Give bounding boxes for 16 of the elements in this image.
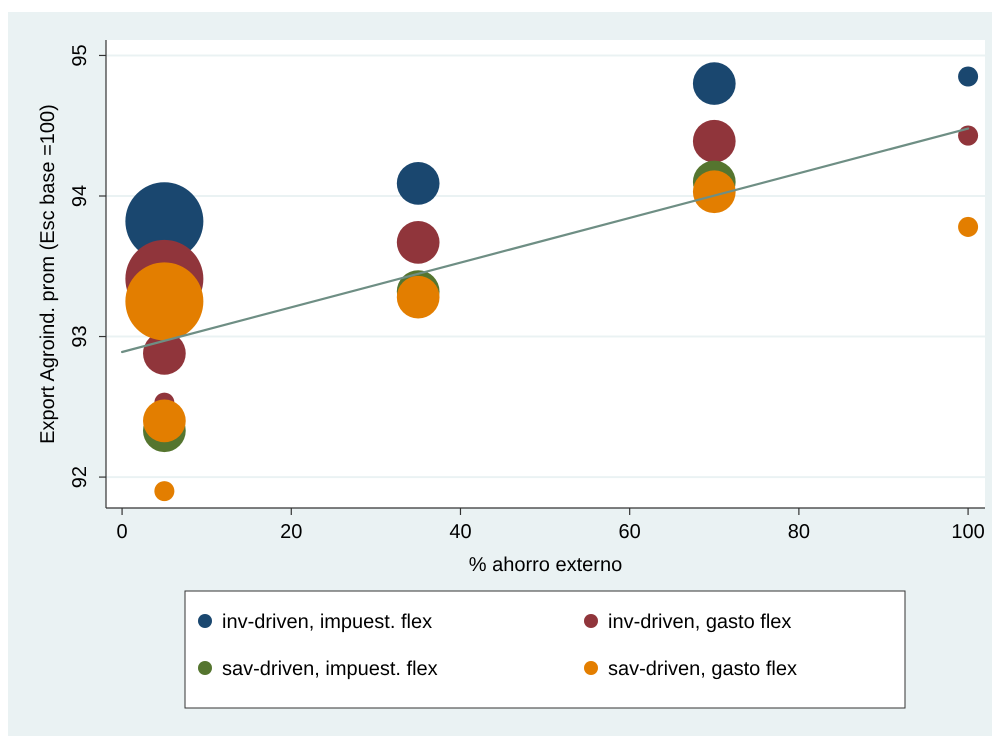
y-tick-label: 95 <box>69 44 91 67</box>
x-tick-label: 100 <box>951 521 985 543</box>
y-axis-title: Export Agroind. prom (Esc base =100) <box>37 104 59 444</box>
y-tick-label: 92 <box>69 466 91 488</box>
legend-label: sav-driven, impuest. flex <box>222 658 438 680</box>
legend-label: inv-driven, gasto flex <box>608 611 792 633</box>
x-axis-title: % ahorro externo <box>468 554 622 576</box>
legend-label: sav-driven, gasto flex <box>608 658 797 680</box>
x-tick-label: 80 <box>788 521 810 543</box>
x-tick-label: 60 <box>618 521 641 543</box>
x-tick-label: 20 <box>280 521 302 543</box>
y-tick-label: 93 <box>69 325 91 348</box>
y-tick-label: 94 <box>69 184 91 208</box>
x-tick-label: 40 <box>449 521 472 543</box>
legend-label: inv-driven, impuest. flex <box>222 611 432 633</box>
x-tick-label: 0 <box>116 521 128 543</box>
